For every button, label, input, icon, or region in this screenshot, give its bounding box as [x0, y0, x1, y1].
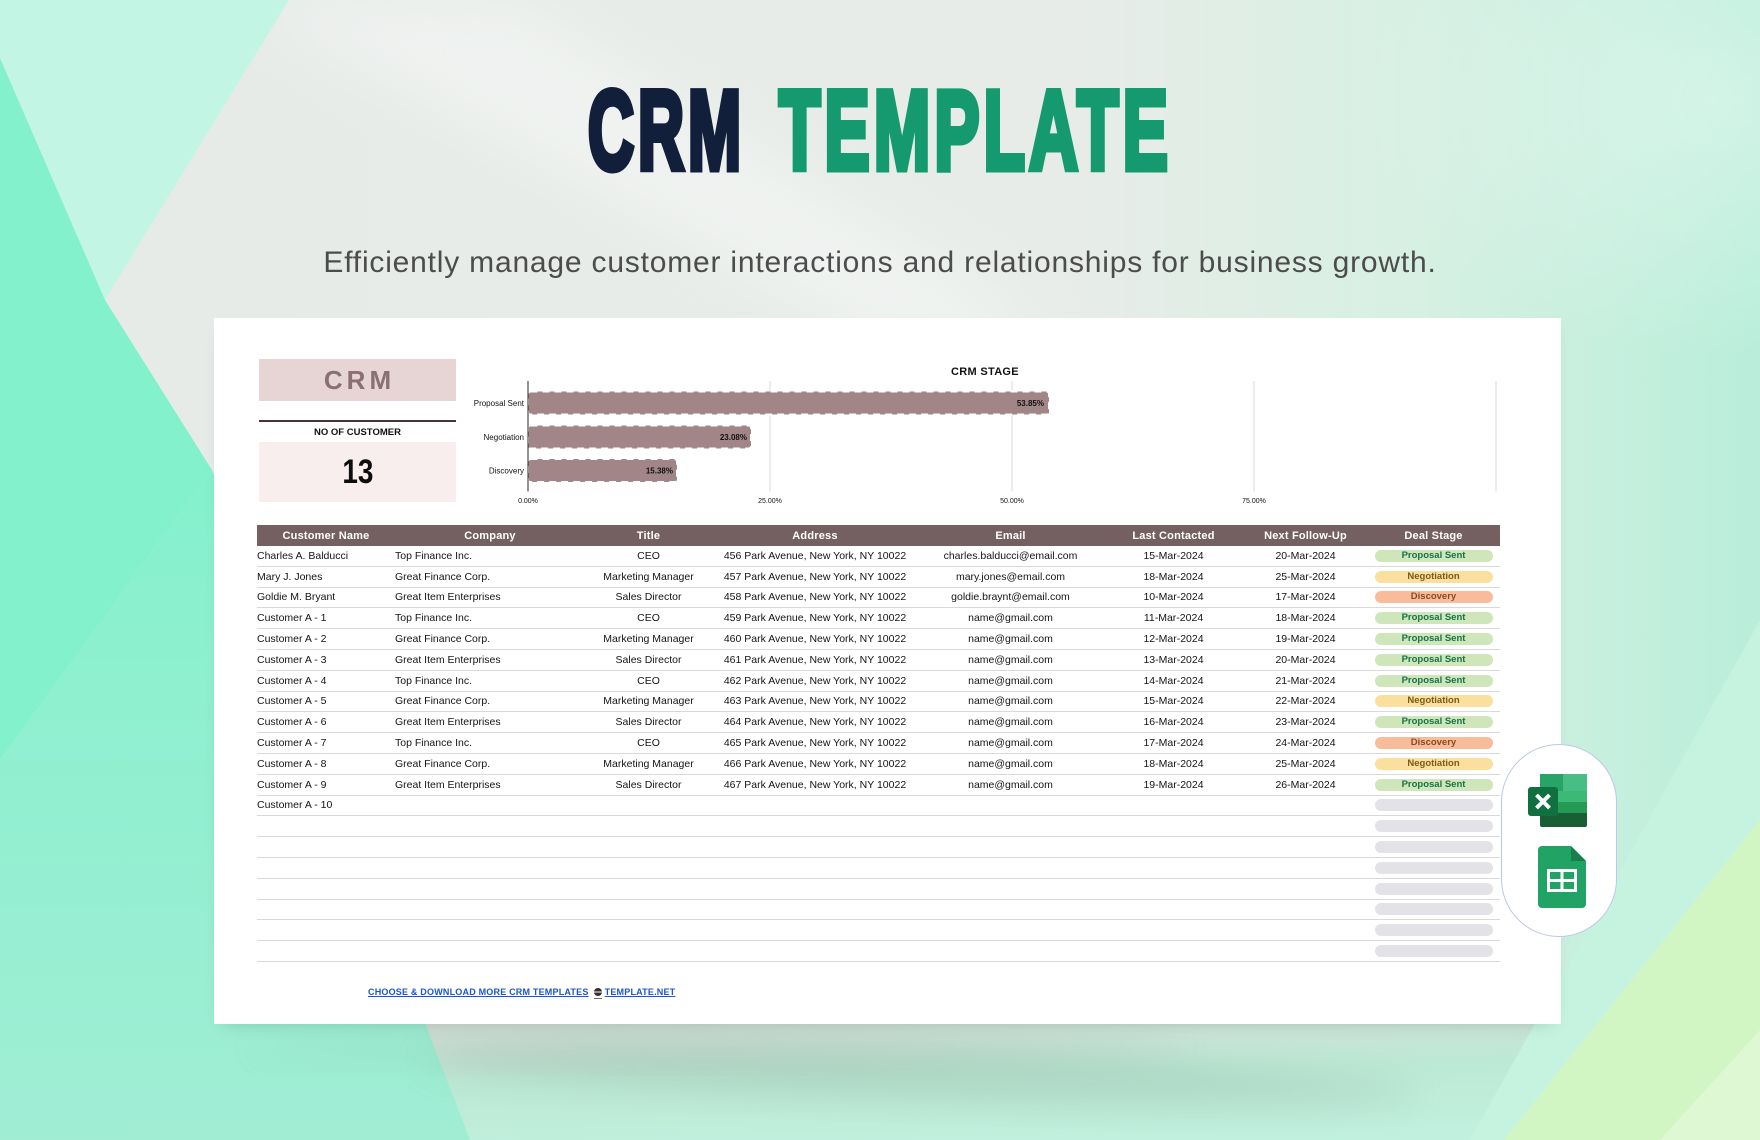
svg-text:23.08%: 23.08%: [720, 433, 747, 442]
svg-text:15.38%: 15.38%: [646, 467, 673, 476]
svg-text:0.00%: 0.00%: [518, 498, 538, 505]
svg-text:Proposal Sent: Proposal Sent: [474, 399, 525, 408]
svg-text:TEMPLATE: TEMPLATE: [779, 68, 1172, 193]
svg-text:25.00%: 25.00%: [758, 498, 782, 505]
svg-text:Negotiation: Negotiation: [484, 433, 524, 442]
svg-text:75.00%: 75.00%: [1242, 498, 1266, 505]
svg-text:CRM STAGE: CRM STAGE: [951, 366, 1019, 378]
svg-text:50.00%: 50.00%: [1000, 498, 1024, 505]
svg-text:53.85%: 53.85%: [1017, 399, 1044, 408]
svg-text:Discovery: Discovery: [489, 467, 524, 476]
svg-text:CRM: CRM: [588, 68, 745, 193]
